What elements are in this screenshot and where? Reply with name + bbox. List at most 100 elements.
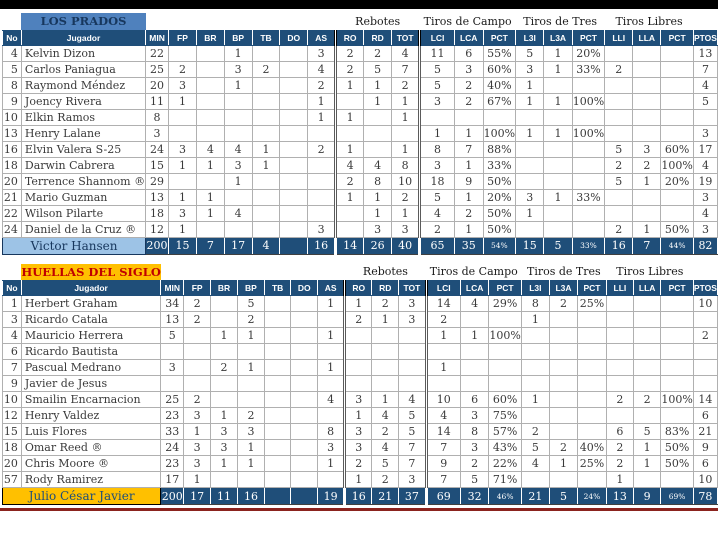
stat-cell: [520, 407, 550, 424]
stat-cell: 3: [307, 220, 337, 238]
stat-cell: 50%: [660, 439, 694, 456]
player-name-cell: Luis Flores: [20, 423, 162, 440]
stat-cell: 1: [520, 391, 550, 408]
stat-cell: 1: [515, 76, 545, 94]
team-stats-table: HUELLAS DEL SIGLO Rebotes Tiros de Campo Ti…: [1, 263, 718, 505]
stat-cell: [290, 359, 319, 376]
stat-cell: 1: [371, 311, 400, 328]
stat-cell: 3: [398, 295, 427, 312]
stat-cell: 7: [424, 471, 461, 488]
player-name-cell: Mauricio Herrera: [20, 327, 162, 344]
stat-cell: 60%: [482, 60, 517, 78]
total-stat-cell: 37: [398, 487, 427, 505]
stat-cell: 1: [168, 156, 197, 174]
stat-cell: [520, 359, 550, 376]
stat-cell: 2: [363, 44, 393, 62]
stat-cell: [223, 220, 253, 238]
banner-spacer: [2, 263, 22, 281]
stat-cell: [290, 343, 319, 360]
stat-cell: 9: [453, 172, 484, 190]
stat-cell: 29%: [488, 295, 522, 312]
stat-cell: 1: [183, 471, 212, 488]
stat-cell: [290, 327, 319, 344]
stat-cell: [459, 343, 490, 360]
column-header-lci: LCI: [424, 280, 461, 296]
player-number-cell: 18: [2, 439, 22, 456]
stat-cell: [290, 375, 319, 392]
total-stat-cell: 44%: [660, 236, 694, 255]
stat-cell: 1: [317, 327, 346, 344]
total-stat-cell: 19: [317, 487, 346, 505]
stat-cell: 4: [391, 44, 421, 62]
stat-cell: 1: [168, 220, 197, 238]
stat-group-label: Tiros de Campo: [426, 263, 522, 281]
stat-cell: 40%: [577, 439, 607, 456]
stat-cell: 40%: [482, 76, 517, 94]
stat-cell: [424, 375, 461, 392]
stat-cell: [160, 343, 185, 360]
stat-cell: 1: [195, 204, 225, 222]
stat-cell: [604, 188, 634, 206]
stat-cell: [251, 76, 281, 94]
stat-cell: [251, 204, 281, 222]
player-row: 8 Raymond Méndez 20 3 1 2 1 1 2 5 2 40% 1 4: [2, 76, 718, 94]
column-header-pct: PCT: [660, 280, 694, 296]
stat-cell: [571, 156, 606, 174]
stat-cell: 33: [160, 423, 185, 440]
stat-cell: 3: [307, 44, 337, 62]
player-name-cell: Henry Lalane: [20, 124, 147, 142]
stat-cell: 1: [515, 204, 545, 222]
stat-cell: [632, 471, 662, 488]
stat-cell: 5: [160, 327, 185, 344]
stat-cell: 50%: [660, 455, 694, 472]
column-header-do: DO: [279, 29, 309, 46]
stat-cell: [195, 108, 225, 126]
column-header-lca: LCA: [453, 29, 484, 46]
stat-cell: 1: [424, 327, 461, 344]
stat-cell: 2: [307, 140, 337, 158]
stat-cell: [632, 359, 662, 376]
stat-group-label: Rebotes: [335, 13, 420, 30]
stat-cell: [660, 44, 694, 62]
stat-cell: [279, 188, 309, 206]
stat-cell: 1: [210, 407, 238, 424]
stat-cell: 1: [237, 359, 265, 376]
stat-cell: 2: [307, 76, 337, 94]
stat-cell: [290, 311, 319, 328]
stat-cell: [660, 311, 694, 328]
stat-cell: 1: [371, 391, 400, 408]
stat-cell: [317, 471, 346, 488]
stat-cell: [251, 220, 281, 238]
stat-cell: [263, 471, 292, 488]
stat-cell: 24: [160, 439, 185, 456]
stat-cell: [548, 343, 579, 360]
player-number-cell: 1: [2, 295, 22, 312]
stat-cell: [660, 188, 694, 206]
column-header-do: DO: [290, 280, 319, 296]
player-number-cell: 12: [2, 407, 22, 424]
stat-cell: 1: [223, 172, 253, 190]
player-row: 20 Chris Moore ® 23 3 1 1 1 2 5 7 9 2 22% 4 1 25% 2 1 50% 6: [2, 455, 718, 472]
stat-cell: [577, 311, 607, 328]
stat-cell: [307, 204, 337, 222]
stat-cell: [279, 140, 309, 158]
stat-cell: [660, 76, 694, 94]
stat-cell: [363, 108, 393, 126]
stat-cell: 1: [543, 92, 573, 110]
stat-cell: 60%: [660, 140, 694, 158]
stat-cell: 2: [183, 391, 212, 408]
stat-cell: 4: [520, 455, 550, 472]
stat-cell: [692, 108, 718, 126]
stat-cell: 2: [459, 455, 490, 472]
player-row: 22 Wilson Pilarte 18 3 1 4 1 1 4 2 50% 1 4: [2, 204, 718, 222]
team-banner-row: HUELLAS DEL SIGLO Rebotes Tiros de Campo Ti…: [2, 263, 718, 281]
stat-cell: [605, 407, 634, 424]
stat-cell: 1: [632, 439, 662, 456]
stat-cell: 5: [237, 295, 265, 312]
column-header-fp: FP: [183, 280, 212, 296]
stat-cell: 1: [459, 327, 490, 344]
player-number-cell: 4: [2, 327, 22, 344]
stat-cell: [543, 220, 573, 238]
stat-cell: 100%: [660, 391, 694, 408]
stat-cell: 1: [391, 204, 421, 222]
